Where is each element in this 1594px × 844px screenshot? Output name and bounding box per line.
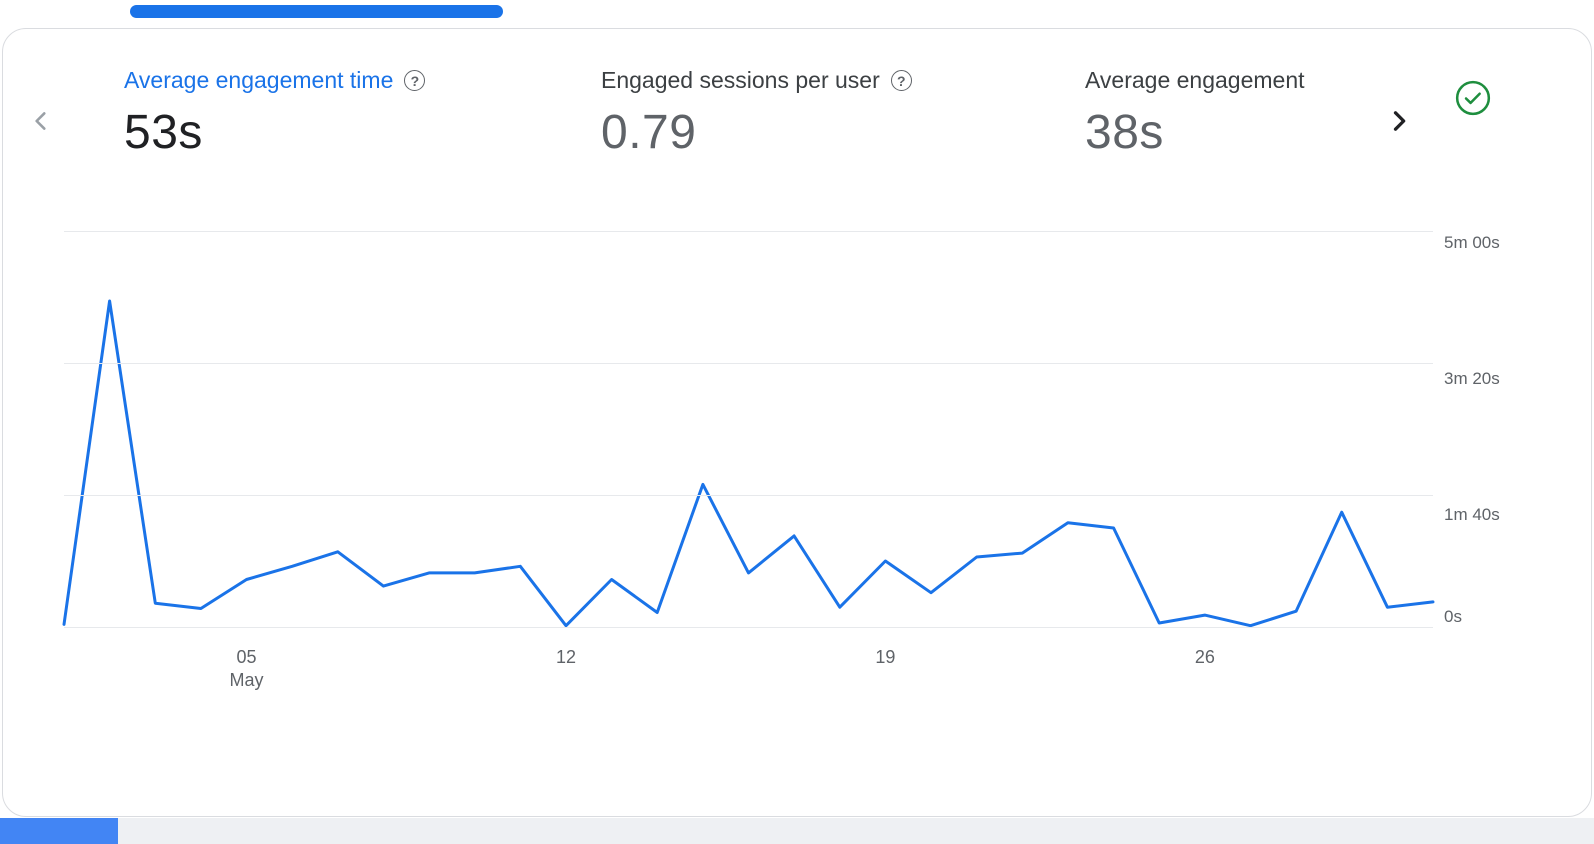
x-axis-label: 12 — [555, 647, 576, 667]
gridline — [64, 363, 1433, 364]
y-axis-label: 5m 00s — [1444, 233, 1500, 252]
metric-tab-engaged-sessions-per-user[interactable]: Engaged sessions per user ? 0.79 — [601, 67, 912, 160]
lower-card-fragment — [0, 818, 118, 844]
check-circle-icon — [1455, 80, 1491, 116]
chevron-left-icon — [35, 112, 46, 130]
metric-value: 38s — [1085, 106, 1164, 159]
gridline — [64, 495, 1433, 496]
x-axis-month-label: May — [229, 670, 264, 690]
chart-line — [62, 299, 1435, 628]
gridline — [64, 627, 1433, 628]
x-axis-label: 05 May — [229, 647, 264, 690]
y-axis-label: 0s — [1444, 607, 1462, 626]
chevron-right-icon — [1393, 111, 1406, 131]
x-axis-label: 26 — [1194, 647, 1215, 667]
metric-label[interactable]: Average engagement — [1085, 67, 1305, 93]
metric-tab-average-engagement[interactable]: Average engagement 38s — [1085, 67, 1385, 160]
y-axis-label: 3m 20s — [1444, 369, 1500, 388]
data-quality-status-button[interactable] — [1454, 79, 1492, 117]
scroll-metrics-left-button[interactable] — [21, 101, 61, 141]
help-icon[interactable]: ? — [404, 70, 426, 91]
upper-card-tab-indicator — [130, 5, 503, 18]
metric-value: 0.79 — [601, 106, 697, 159]
metric-label[interactable]: Average engagement time — [124, 67, 394, 93]
lower-page-fragment — [0, 818, 1594, 844]
x-axis-label: 19 — [875, 647, 896, 667]
engagement-metrics-card: Average engagement time ? 53s Engaged se… — [2, 28, 1592, 817]
metric-tab-average-engagement-time[interactable]: Average engagement time ? 53s — [124, 67, 426, 160]
help-icon[interactable]: ? — [890, 70, 912, 91]
metric-value: 53s — [124, 106, 203, 159]
scroll-metrics-right-button[interactable] — [1379, 101, 1419, 141]
metric-label[interactable]: Engaged sessions per user — [601, 67, 880, 93]
gridline — [64, 231, 1433, 232]
y-axis-label: 1m 40s — [1444, 505, 1500, 524]
